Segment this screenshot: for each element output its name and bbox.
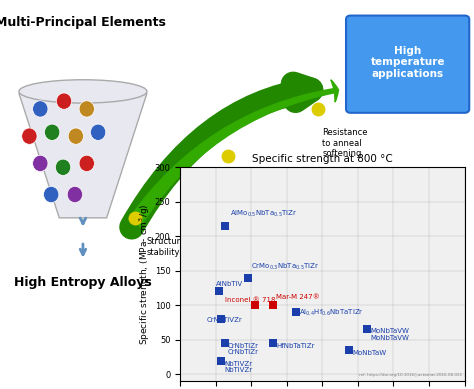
Text: ref: https://doi.org/10.1016/j.actamat.2016.08.021: ref: https://doi.org/10.1016/j.actamat.2… (358, 373, 462, 377)
Ellipse shape (19, 80, 147, 103)
Text: CrNbTiZr: CrNbTiZr (228, 343, 259, 349)
Ellipse shape (33, 101, 48, 117)
Text: NbTiVZr: NbTiVZr (223, 362, 253, 373)
Ellipse shape (68, 128, 83, 144)
Text: HfNbTaTiZr: HfNbTaTiZr (276, 343, 315, 349)
Point (363, 326, 371, 333)
Point (244, 275, 251, 281)
Text: Inconel ® 718: Inconel ® 718 (225, 297, 275, 303)
Ellipse shape (22, 128, 37, 144)
Point (217, 357, 225, 364)
Ellipse shape (79, 101, 94, 117)
Ellipse shape (55, 159, 71, 175)
Ellipse shape (33, 155, 48, 172)
Text: High
temperature
applications: High temperature applications (370, 46, 445, 79)
Text: Strength
retention: Strength retention (237, 175, 275, 194)
Text: Al$_{0.4}$Hf$_{0.6}$NbTaTiZr: Al$_{0.4}$Hf$_{0.6}$NbTaTiZr (299, 308, 364, 318)
Text: Mar-M 247®: Mar-M 247® (276, 294, 320, 300)
Text: MoNbTaW: MoNbTaW (353, 350, 387, 356)
Point (217, 316, 225, 322)
Point (251, 302, 258, 308)
Text: Resistance
to anneal
softening: Resistance to anneal softening (322, 128, 368, 158)
Y-axis label: Specific strength, (MPa- cm$^3$/g): Specific strength, (MPa- cm$^3$/g) (137, 203, 152, 345)
Ellipse shape (45, 124, 60, 140)
Text: High Entropy Alloys: High Entropy Alloys (14, 276, 152, 289)
Ellipse shape (56, 93, 72, 109)
Ellipse shape (44, 186, 59, 203)
Text: CrNbTiVZr: CrNbTiVZr (207, 317, 243, 323)
Point (215, 288, 223, 294)
Point (345, 347, 353, 353)
Text: CrNbTiZr: CrNbTiZr (227, 345, 259, 356)
Point (269, 340, 276, 346)
Text: Multi-Principal Elements: Multi-Principal Elements (0, 16, 166, 28)
Ellipse shape (67, 186, 82, 203)
FancyBboxPatch shape (346, 16, 469, 113)
Text: MoNbTaVW: MoNbTaVW (370, 328, 409, 334)
Text: MoNbTaVW: MoNbTaVW (369, 330, 409, 341)
Point (221, 223, 228, 229)
Ellipse shape (91, 124, 106, 140)
Ellipse shape (79, 155, 94, 172)
Text: CrMo$_{0.3}$NbTa$_{0.5}$TiZr: CrMo$_{0.3}$NbTa$_{0.5}$TiZr (251, 262, 319, 272)
Text: AlNbTiV: AlNbTiV (216, 281, 243, 287)
Title: Specific strength at 800 °C: Specific strength at 800 °C (252, 154, 392, 164)
Text: AlMo$_{0.5}$NbTa$_{0.5}$TiZr: AlMo$_{0.5}$NbTa$_{0.5}$TiZr (230, 209, 297, 219)
Text: Structural
stability: Structural stability (147, 237, 189, 257)
Polygon shape (19, 93, 147, 218)
Point (292, 309, 300, 315)
Text: NbTiVZr: NbTiVZr (225, 361, 253, 368)
Point (221, 340, 228, 346)
Point (269, 302, 276, 308)
